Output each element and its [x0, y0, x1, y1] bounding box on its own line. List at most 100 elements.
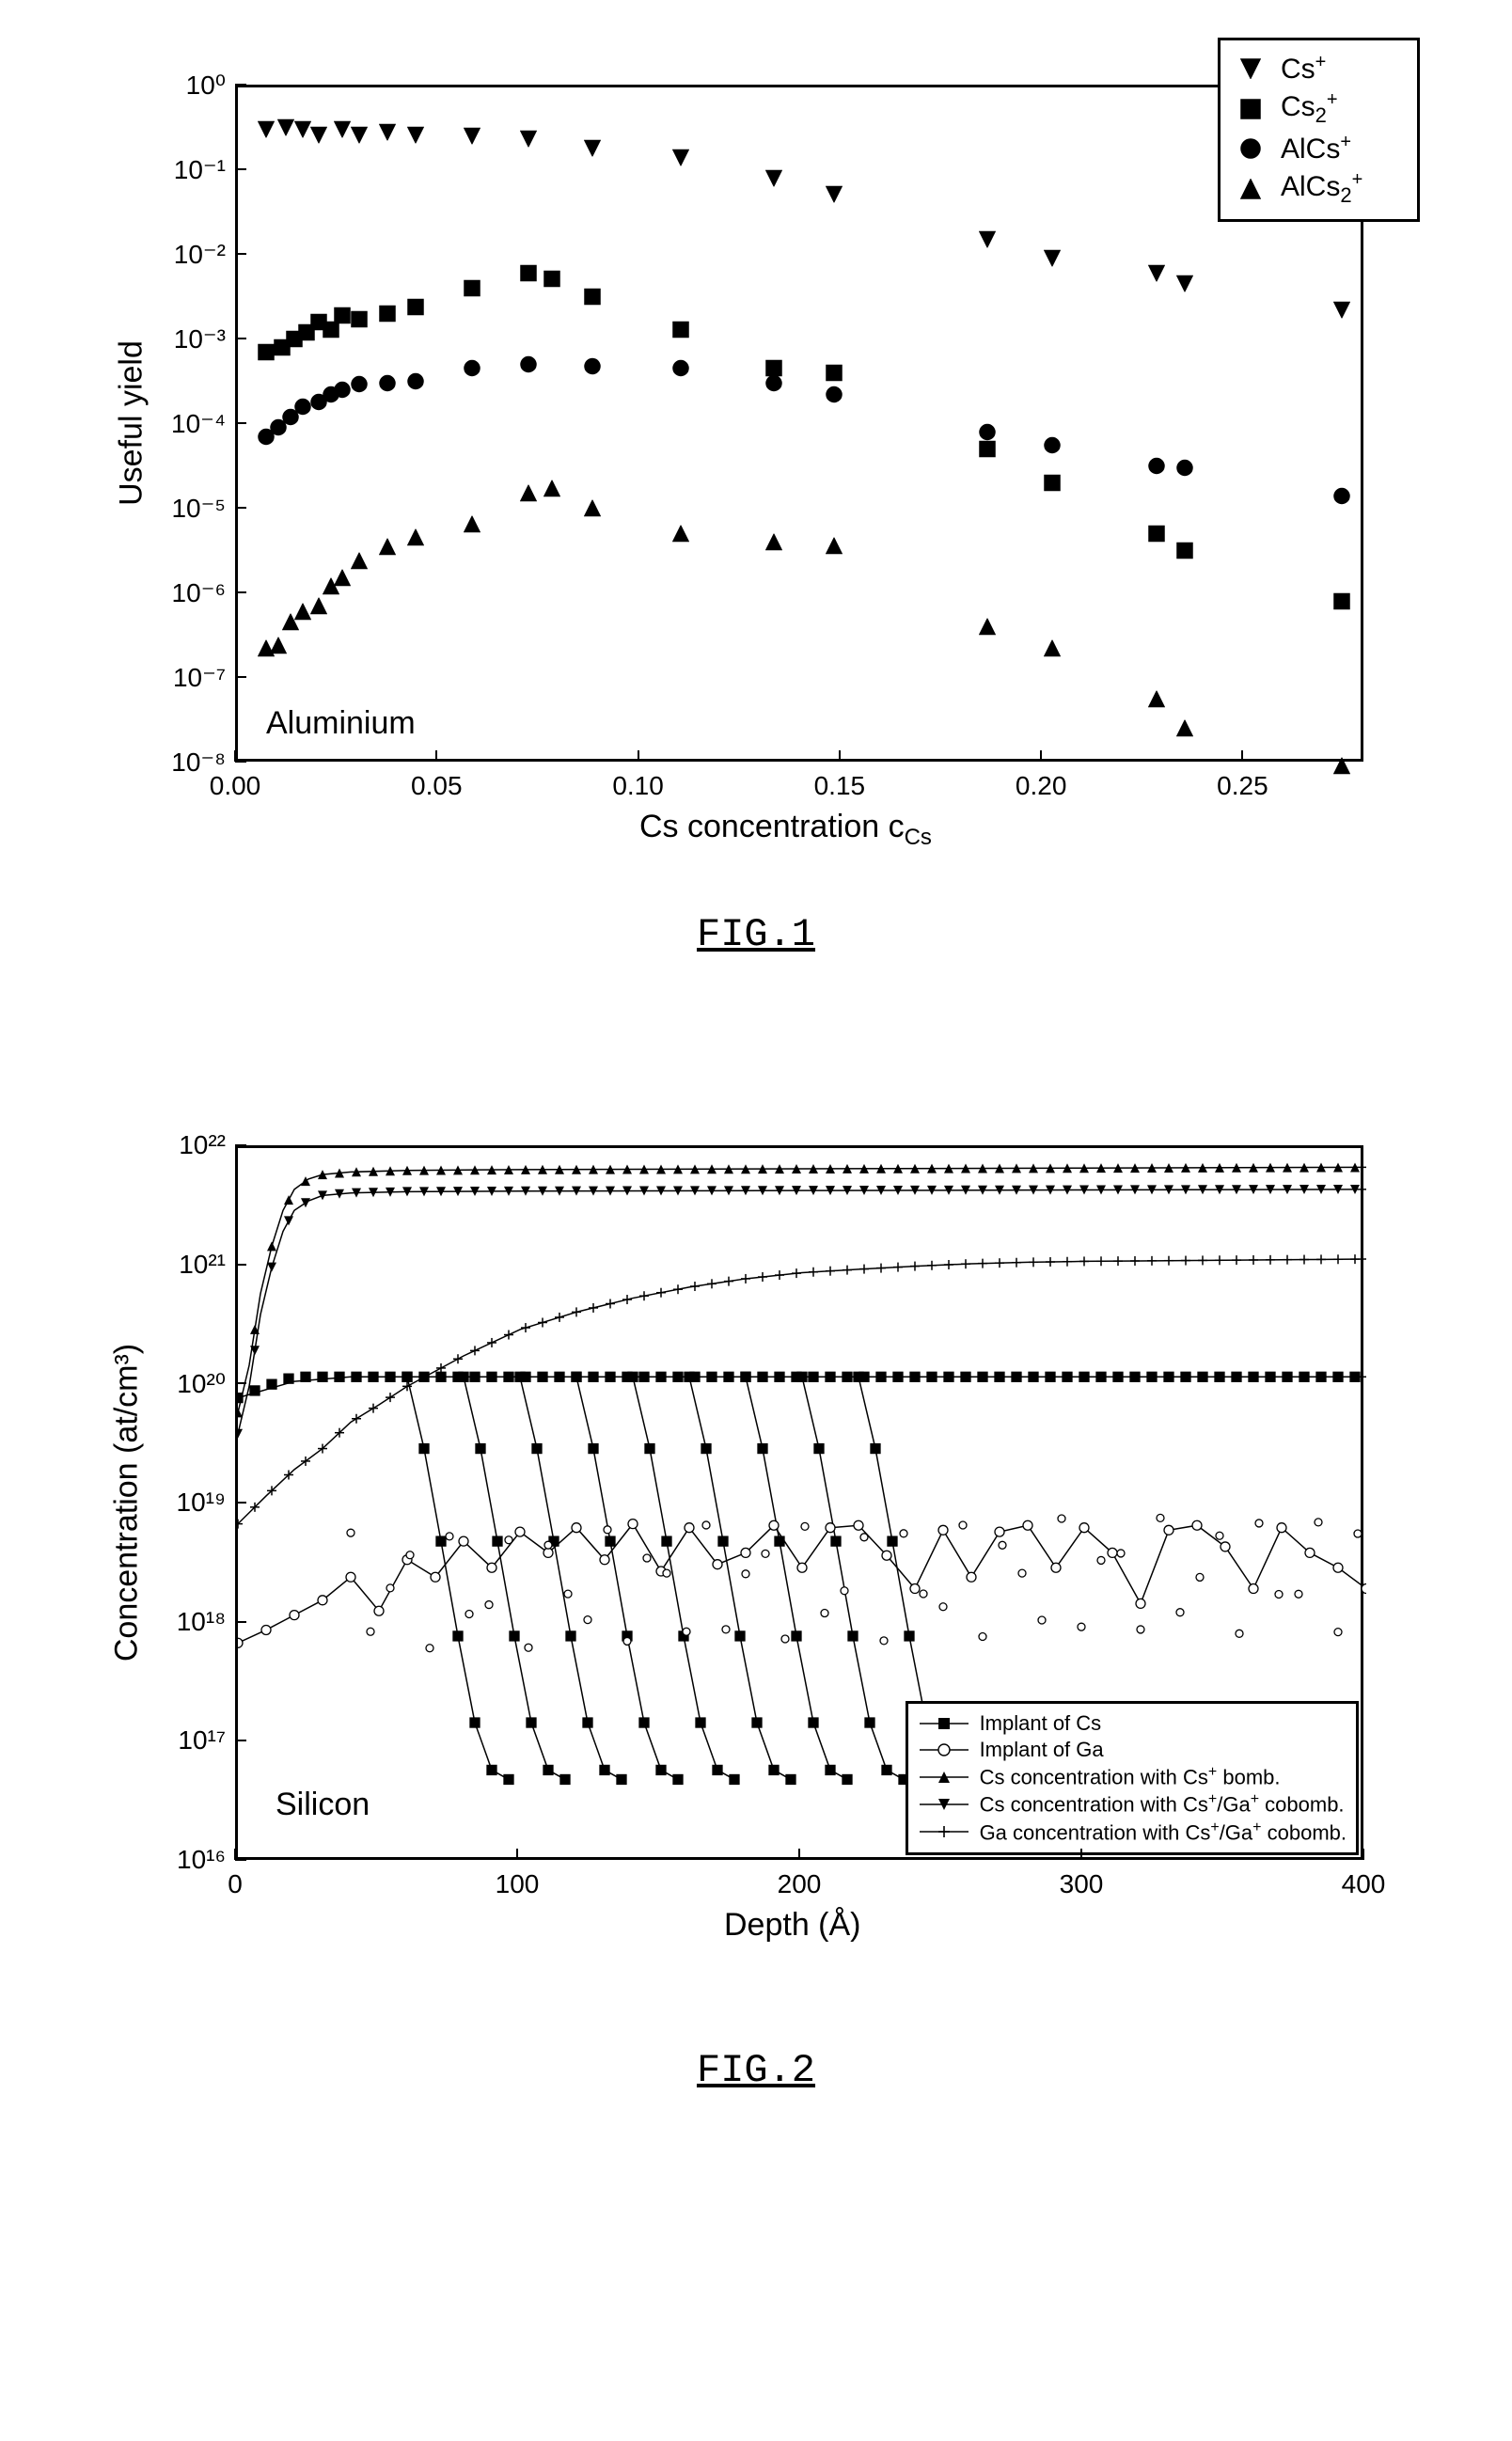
fig1-point — [407, 529, 424, 551]
fig1-point — [407, 126, 424, 148]
fig1-xlabel: Cs concentration cCs — [639, 809, 932, 851]
legend-marker-icon — [918, 1796, 970, 1813]
fig2-xtick-label: 400 — [1335, 1869, 1392, 1899]
fig1-point — [294, 398, 311, 419]
fig1-point — [294, 121, 311, 143]
fig2-ytick — [235, 1144, 246, 1146]
fig1-point — [277, 118, 294, 140]
fig1-point — [1176, 542, 1193, 563]
fig2-ytick — [235, 1740, 246, 1741]
fig1-legend-item: AlCs+ — [1234, 132, 1404, 165]
fig1-ytick — [235, 591, 246, 593]
fig1-wrap: Aluminium Cs+Cs2+AlCs+AlCs2+ 10⁻⁸10⁻⁷10⁻… — [85, 38, 1427, 957]
fig1-caption: FIG.1 — [85, 912, 1427, 957]
fig1-point — [1044, 250, 1061, 272]
fig2-ytick — [235, 1502, 246, 1504]
fig1-ytick — [235, 253, 246, 255]
fig1-ylabel: Useful yield — [114, 340, 150, 506]
fig2-wrap: Silicon Implant of CsImplant of Ga Cs con… — [85, 1126, 1427, 2093]
fig1-point — [258, 121, 275, 143]
legend-label: AlCs2+ — [1281, 169, 1362, 208]
fig1-xtick-label: 0.15 — [811, 771, 868, 801]
fig2-xtick — [1362, 1849, 1364, 1860]
fig1-point — [520, 356, 537, 378]
legend-marker-icon — [918, 1715, 970, 1732]
fig1-point — [1148, 526, 1165, 547]
fig2-legend-item: Implant of Ga — [918, 1738, 1347, 1762]
fig1-point — [543, 270, 560, 291]
fig2-xtick-label: 300 — [1053, 1869, 1110, 1899]
fig1-point — [351, 311, 368, 333]
fig1-point — [334, 382, 351, 403]
fig2-xtick-label: 200 — [771, 1869, 827, 1899]
fig1-plot-box: Aluminium — [235, 85, 1363, 762]
fig1-point — [1333, 302, 1350, 323]
fig1-point — [1148, 264, 1165, 286]
fig2-inset-label: Silicon — [276, 1787, 370, 1823]
fig1-point — [379, 123, 396, 145]
fig1-point — [1176, 460, 1193, 481]
fig1-xtick — [435, 750, 437, 762]
fig1-point — [1176, 720, 1193, 742]
fig1-point — [351, 376, 368, 398]
fig1-legend-item: AlCs2+ — [1234, 169, 1404, 208]
fig1-ytick-label: 10⁻¹ — [167, 154, 226, 185]
fig2-ytick — [235, 1264, 246, 1266]
fig1-point — [407, 298, 424, 320]
fig1-point — [1044, 474, 1061, 496]
fig1-point — [1333, 758, 1350, 780]
fig1-point — [543, 480, 560, 502]
fig1-point — [310, 126, 327, 148]
fig1-point — [379, 305, 396, 326]
fig1-ytick-label: 10⁻⁵ — [167, 493, 226, 524]
fig1-point — [351, 126, 368, 148]
fig2-xtick — [516, 1849, 518, 1860]
fig1-ytick-label: 10⁻² — [167, 239, 226, 270]
legend-marker-icon — [1234, 179, 1268, 199]
fig1-legend-item: Cs2+ — [1234, 89, 1404, 128]
fig1-ytick-label: 10⁻⁶ — [167, 577, 226, 608]
fig2-xtick-label: 100 — [489, 1869, 545, 1899]
fig1-point — [826, 537, 843, 559]
fig1-point — [584, 357, 601, 379]
fig1-point — [464, 515, 480, 537]
fig1-point — [520, 485, 537, 507]
legend-marker-icon — [918, 1823, 970, 1840]
fig1-point — [826, 185, 843, 207]
legend-label: Cs+ — [1281, 52, 1326, 86]
fig1-ytick — [235, 422, 246, 424]
legend-label: Implant of Ga — [980, 1738, 1104, 1762]
fig1-point — [1044, 437, 1061, 459]
fig1-ytick — [235, 761, 246, 763]
fig1-ytick-label: 10⁻³ — [167, 323, 226, 354]
fig2-legend: Implant of CsImplant of Ga Cs concentrati… — [906, 1701, 1359, 1855]
fig1-point — [294, 603, 311, 624]
fig1-point — [672, 360, 689, 382]
fig1-point — [520, 264, 537, 286]
fig1-xtick-label: 0.25 — [1214, 771, 1270, 801]
fig1-point — [826, 364, 843, 386]
fig1-point — [310, 597, 327, 619]
fig2-ytick — [235, 1382, 246, 1384]
legend-label: Implant of Cs — [980, 1711, 1102, 1736]
legend-label: Cs concentration with Cs+/Ga+ cobomb. — [980, 1791, 1345, 1817]
fig1-point — [464, 128, 480, 150]
fig1-point — [520, 131, 537, 152]
legend-label: Ga concentration with Cs+/Ga+ cobomb. — [980, 1819, 1347, 1845]
fig1-point — [584, 500, 601, 522]
legend-label: Cs2+ — [1281, 89, 1338, 128]
fig1-ytick-label: 10⁰ — [167, 70, 226, 101]
legend-label: AlCs+ — [1281, 132, 1351, 165]
fig1-ytick — [235, 84, 246, 86]
fig1-point — [379, 539, 396, 560]
fig2-xtick — [798, 1849, 800, 1860]
fig1-point — [1044, 640, 1061, 662]
fig1-plot-area — [238, 87, 1361, 759]
fig1-ytick — [235, 676, 246, 678]
fig1-point — [584, 140, 601, 162]
fig1-point — [765, 375, 782, 397]
fig1-point — [270, 637, 287, 658]
fig1-xtick — [234, 750, 236, 762]
fig1-point — [334, 570, 351, 591]
fig1-point — [826, 386, 843, 408]
